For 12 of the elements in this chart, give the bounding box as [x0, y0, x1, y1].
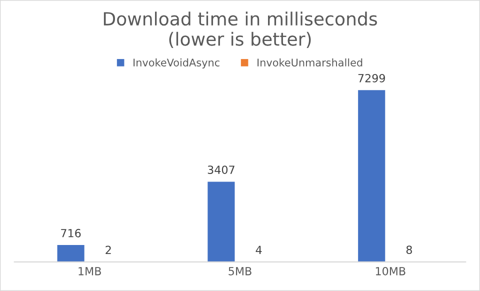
chart-title: Download time in milliseconds (lower is better): [104, 12, 377, 48]
data-label: 4: [256, 246, 262, 254]
data-label: 8: [406, 246, 412, 254]
legend-label: InvokeUnmarshalled: [258, 58, 362, 66]
data-label: 716: [61, 228, 81, 238]
x-tick-label: 1MB: [78, 267, 101, 276]
data-label: 3407: [208, 166, 234, 174]
data-label: 2: [106, 246, 111, 254]
x-tick-label: 10MB: [376, 266, 406, 276]
data-label: 7299: [358, 74, 385, 82]
legend-label: InvokeVoidAsync: [134, 58, 220, 68]
x-tick-label: 5MB: [228, 267, 252, 276]
